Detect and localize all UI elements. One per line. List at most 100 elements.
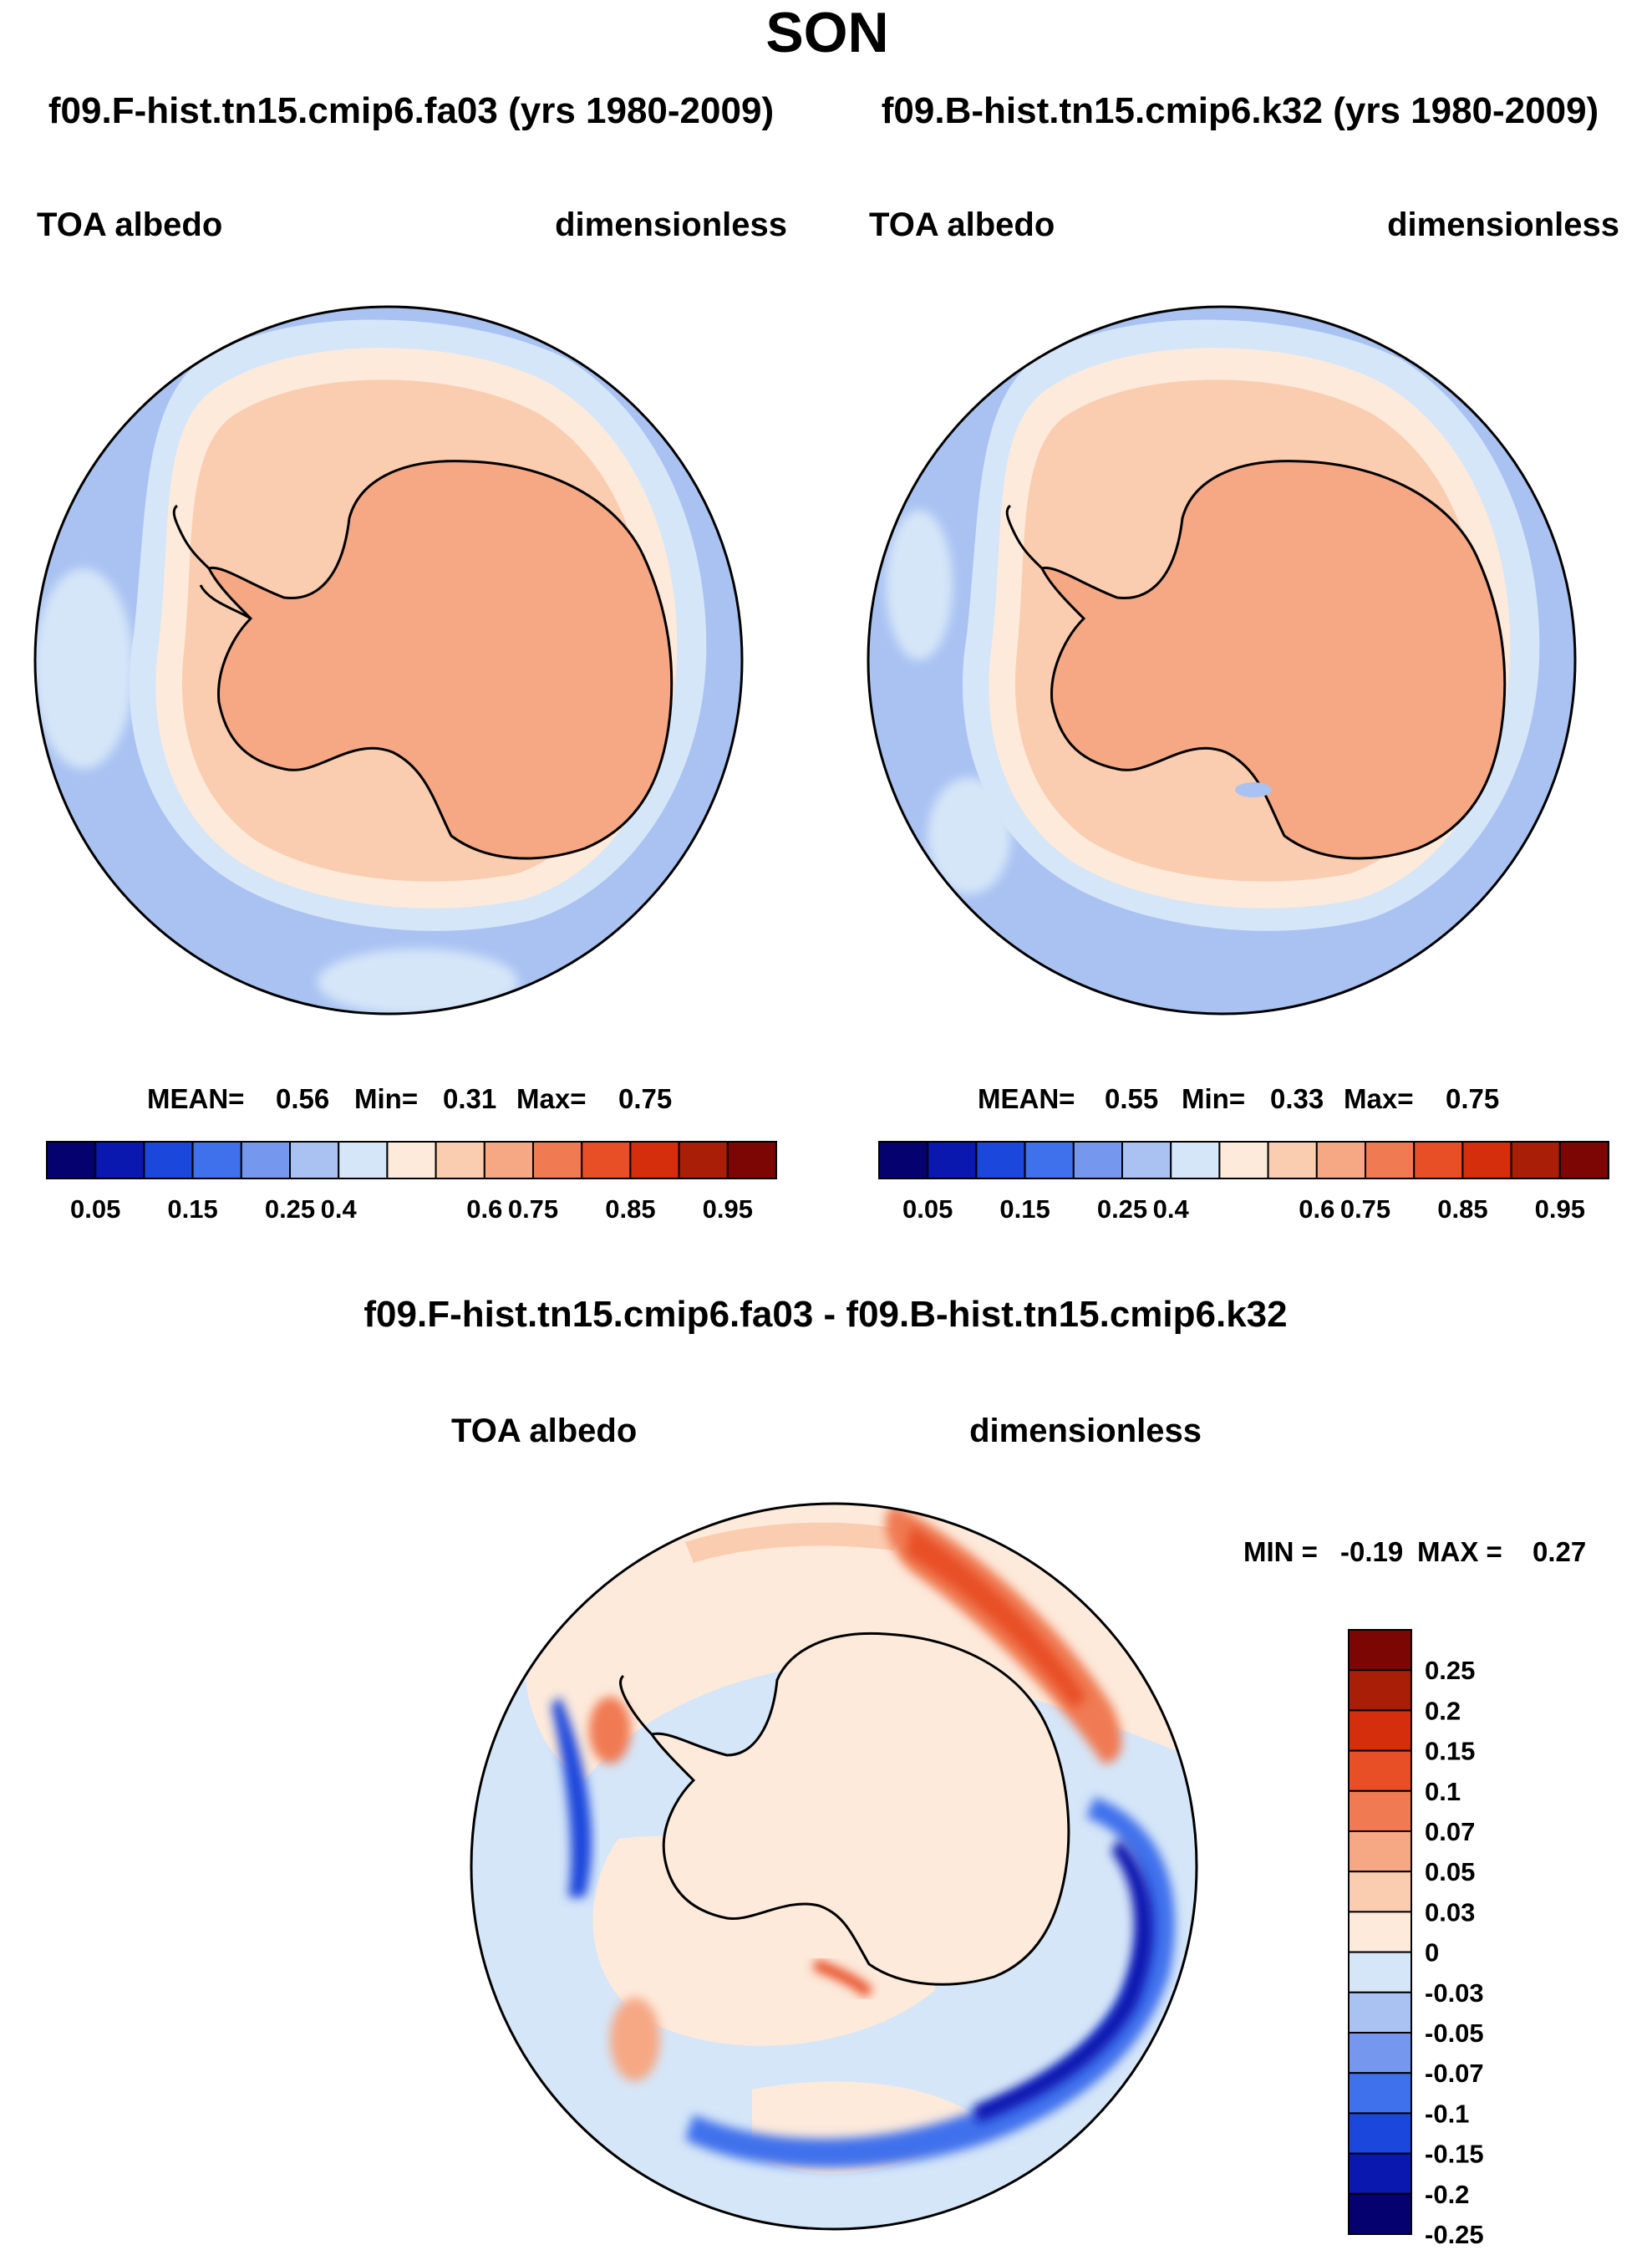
colorbar-tick-label: 0.25: [1425, 1656, 1475, 1685]
colorbar-tick-label: -0.05: [1425, 2018, 1484, 2048]
colorbar-tick-label: 0.95: [703, 1194, 753, 1224]
colorbar-swatch: [1348, 1709, 1412, 1752]
colorbar-tick-label: 0.4: [321, 1194, 358, 1224]
colorbar-tick-label: 0.75: [1340, 1194, 1390, 1224]
panel-b-units: dimensionless: [1387, 206, 1619, 243]
panel-a-max-label: Max=: [516, 1083, 586, 1114]
colorbar-swatch: [1348, 1669, 1412, 1712]
colorbar-swatch: [1348, 1871, 1412, 1913]
panel-c-units: dimensionless: [969, 1413, 1202, 1449]
colorbar-swatch: [435, 1141, 485, 1179]
colorbar-swatch: [1348, 2032, 1412, 2074]
panel-b-mean-label: MEAN=: [978, 1083, 1075, 1114]
colorbar-tick-label: 0.1: [1425, 1777, 1461, 1806]
panel-a-mean-value: 0.56: [276, 1083, 329, 1114]
panel-a-stats: MEAN= 0.56 Min= 0.31 Max= 0.75: [147, 1083, 672, 1114]
colorbar-swatch: [581, 1141, 632, 1179]
panel-b-mean-value: 0.55: [1105, 1083, 1158, 1114]
colorbar-tick-label: 0.15: [1425, 1737, 1475, 1766]
panel-b-continent: [1005, 460, 1507, 860]
panel-a-continent: [172, 460, 674, 860]
colorbar-tick-label: 0.6: [466, 1194, 502, 1224]
panel-a-units: dimensionless: [555, 206, 787, 243]
panel-c: f09.F-hist.tn15.cmip6.fa03 - f09.B-hist.…: [363, 1294, 1586, 2249]
colorbar-swatch: [878, 1141, 929, 1179]
colorbar-swatch: [1348, 1789, 1412, 1833]
colorbar-tick-label: -0.25: [1425, 2220, 1484, 2249]
colorbar-tick-label: 0.07: [1425, 1817, 1475, 1846]
colorbar-tick-label: 0.25: [265, 1194, 315, 1224]
colorbar-swatch: [240, 1141, 291, 1179]
left-subtitle: f09.F-hist.tn15.cmip6.fa03 (yrs 1980-200…: [48, 90, 774, 131]
colorbar-swatch: [1348, 1991, 1412, 2034]
panel-c-max-label: MAX =: [1417, 1536, 1502, 1567]
colorbar-tick-label: 0.05: [1425, 1857, 1475, 1886]
colorbar-swatch: [338, 1141, 389, 1179]
colorbar-tick-label: 0.4: [1153, 1194, 1190, 1224]
colorbar-tick-label: 0.25: [1097, 1194, 1147, 1224]
colorbar-swatch: [191, 1141, 242, 1179]
panel-b-min-label: Min=: [1182, 1083, 1245, 1114]
panel-c-min-label: MIN =: [1243, 1536, 1318, 1567]
colorbar-swatch: [532, 1141, 583, 1179]
colorbar-swatch: [1348, 1911, 1412, 1953]
colorbar-swatch: [1315, 1141, 1367, 1179]
colorbar-tick-label: 0.6: [1299, 1194, 1334, 1224]
colorbar-tick-label: 0.2: [1425, 1696, 1461, 1725]
colorbar-swatch: [1558, 1141, 1610, 1179]
colorbar-swatch: [289, 1141, 340, 1179]
panel-b-map: [868, 307, 1575, 1014]
colorbar-swatch: [678, 1141, 729, 1179]
colorbar-swatch: [1348, 1951, 1412, 1993]
colorbar-tick-label: -0.1: [1425, 2099, 1469, 2128]
panel-a-min-value: 0.31: [443, 1083, 496, 1114]
colorbar-tick-label: -0.2: [1425, 2180, 1469, 2209]
colorbar-tick-label: -0.15: [1425, 2140, 1484, 2169]
panel-a-map: [35, 307, 742, 1014]
colorbar-swatch: [1024, 1141, 1075, 1179]
colorbar-swatch: [1461, 1141, 1512, 1179]
season-title: SON: [765, 1, 888, 64]
panel-c-stats: MIN = -0.19 MAX = 0.27: [1243, 1536, 1586, 1567]
panel-b-stats: MEAN= 0.55 Min= 0.33 Max= 0.75: [978, 1083, 1499, 1114]
colorbar-swatch: [1348, 2192, 1412, 2236]
colorbar-swatch: [629, 1141, 680, 1179]
colorbar-tick-label: -0.03: [1425, 1978, 1484, 2008]
panel-a-mean-label: MEAN=: [147, 1083, 244, 1114]
colorbar-swatch: [143, 1141, 194, 1179]
colorbar-tick-label: 0.03: [1425, 1897, 1475, 1927]
panel-b-variable: TOA albedo: [869, 206, 1055, 243]
diff-title: f09.F-hist.tn15.cmip6.fa03 - f09.B-hist.…: [363, 1294, 1287, 1335]
colorbar-tick-label: 0.05: [70, 1194, 120, 1224]
panel-b-max-value: 0.75: [1446, 1083, 1499, 1114]
colorbar-swatch: [975, 1141, 1026, 1179]
colorbar-swatch: [1348, 2152, 1412, 2195]
colorbar-swatch: [1218, 1141, 1269, 1179]
colorbar-swatch: [1348, 1749, 1412, 1792]
panel-c-max-value: 0.27: [1533, 1536, 1586, 1567]
colorbar-swatch: [1121, 1141, 1172, 1179]
colorbar-swatch: [927, 1141, 978, 1179]
colorbar-swatch: [483, 1141, 534, 1179]
right-subtitle: f09.B-hist.tn15.cmip6.k32 (yrs 1980-2009…: [882, 90, 1599, 131]
colorbar-swatch: [1072, 1141, 1124, 1179]
panel-c-colorbar: 0.25 0.2 0.15 0.1 0.07 0.05 0.03 0 -0.03 -0.05 -0.…: [1348, 1629, 1484, 2249]
colorbar-swatch: [1348, 2072, 1412, 2115]
colorbar-tick-label: 0.85: [1437, 1194, 1487, 1224]
panel-a-max-value: 0.75: [618, 1083, 672, 1114]
colorbar-swatch: [1510, 1141, 1561, 1179]
colorbar-tick-label: 0.85: [605, 1194, 655, 1224]
colorbar-tick-label: 0.15: [167, 1194, 217, 1224]
colorbar-tick-label: 0: [1425, 1938, 1439, 1967]
panel-b-max-label: Max=: [1344, 1083, 1413, 1114]
colorbar-swatch: [1267, 1141, 1318, 1179]
colorbar-swatch: [1170, 1141, 1221, 1179]
panel-a: TOA albedo dimensionless MEAN= 0.56 Min=…: [33, 206, 787, 1224]
colorbar-swatch: [1348, 1629, 1412, 1672]
colorbar-tick-label: 0.95: [1535, 1194, 1585, 1224]
panel-a-min-label: Min=: [354, 1083, 418, 1114]
colorbar-swatch: [726, 1141, 777, 1179]
panel-b: TOA albedo dimensionless MEAN= 0.55 Min=…: [867, 206, 1619, 1224]
colorbar-swatch: [94, 1141, 145, 1179]
